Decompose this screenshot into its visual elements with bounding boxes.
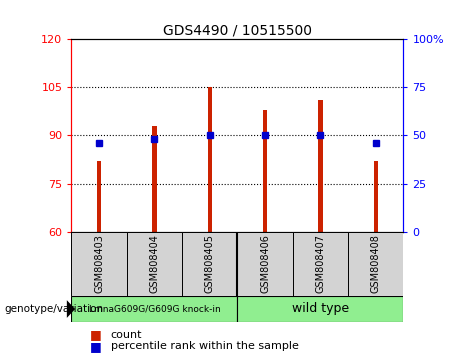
Bar	[71, 296, 237, 322]
Bar	[373, 161, 378, 232]
Text: GSM808403: GSM808403	[94, 234, 104, 293]
Text: wild type: wild type	[292, 302, 349, 315]
Text: GSM808407: GSM808407	[315, 234, 325, 293]
Text: LmnaG609G/G609G knock-in: LmnaG609G/G609G knock-in	[89, 304, 220, 313]
Bar	[237, 296, 403, 322]
Bar	[71, 232, 127, 296]
Title: GDS4490 / 10515500: GDS4490 / 10515500	[163, 24, 312, 38]
Bar	[293, 232, 348, 296]
Text: count: count	[111, 330, 142, 339]
Bar	[152, 126, 157, 232]
Bar	[97, 161, 101, 232]
Text: GSM808406: GSM808406	[260, 234, 270, 293]
Bar	[348, 232, 403, 296]
Text: ■: ■	[90, 340, 101, 353]
Text: GSM808405: GSM808405	[205, 234, 215, 293]
Bar	[318, 100, 323, 232]
Bar	[182, 232, 237, 296]
Bar	[263, 110, 267, 232]
Polygon shape	[67, 300, 75, 318]
Text: percentile rank within the sample: percentile rank within the sample	[111, 341, 299, 351]
Bar	[127, 232, 182, 296]
Text: genotype/variation: genotype/variation	[5, 304, 104, 314]
Text: ■: ■	[90, 328, 101, 341]
Text: GSM808408: GSM808408	[371, 234, 381, 293]
Bar	[207, 87, 212, 232]
Bar	[237, 232, 293, 296]
Text: GSM808404: GSM808404	[149, 234, 160, 293]
